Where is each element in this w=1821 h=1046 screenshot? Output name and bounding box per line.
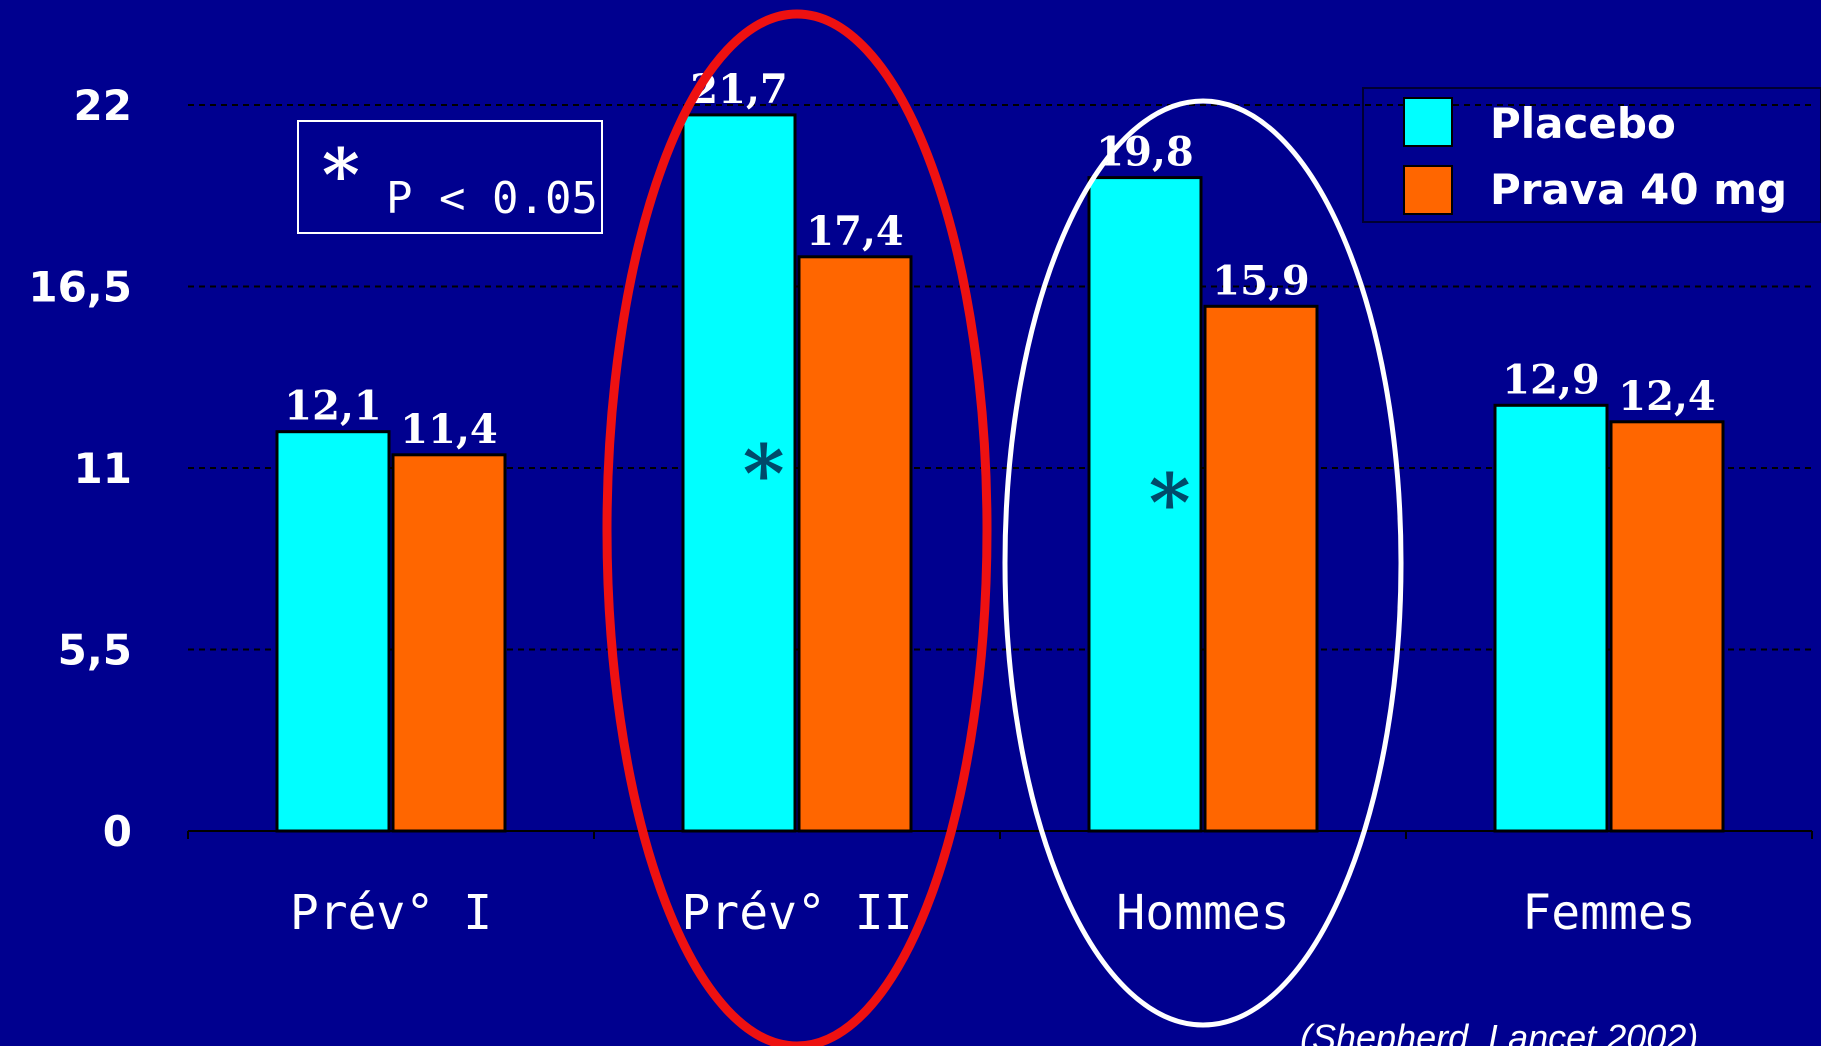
value-label: 12,1 (284, 383, 381, 430)
p-value-star: * (322, 132, 360, 217)
significance-marker: * (1149, 455, 1191, 549)
highlight-ellipses (602, 9, 1404, 1046)
y-tick-label: 0 (103, 807, 132, 856)
category-label: Prév° II (681, 885, 912, 941)
legend: Placebo Prava 40 mg (1362, 87, 1821, 223)
legend-swatch-placebo (1403, 97, 1453, 147)
value-label: 12,4 (1618, 373, 1715, 420)
p-value-note: * P < 0.05 (297, 120, 603, 234)
value-label: 11,4 (400, 406, 497, 453)
value-label: 12,9 (1502, 356, 1599, 403)
y-tick-label: 11 (74, 444, 132, 493)
highlight-ellipse-prev-ii (602, 9, 992, 1046)
axes: 0 5,5 11 16,5 22 Prév° I Prév° II Hommes Femmes (28, 81, 1813, 941)
bars: 12,1 11,421,717,4*19,815,9*12,9 12,4 (275, 66, 1725, 833)
significance-marker: * (743, 427, 785, 521)
highlight-ellipse-hommes (1002, 98, 1404, 1028)
value-label: 15,9 (1212, 257, 1309, 304)
bar-prava-40-mg-prev-ii (797, 255, 913, 833)
bar-prava-40-mg-hommes (1203, 304, 1319, 833)
value-label: 17,4 (806, 208, 903, 255)
category-label: Prév° I (290, 885, 492, 941)
bar-placebo-prev-i (275, 430, 391, 833)
bar-prava-40-mg-femmes (1609, 420, 1725, 833)
y-tick-label: 5,5 (58, 626, 132, 675)
legend-label-prava: Prava 40 mg (1490, 165, 1787, 214)
legend-label-placebo: Placebo (1490, 99, 1676, 148)
category-label: Femmes (1522, 885, 1695, 941)
bar-prava-40-mg-prev-i (391, 453, 507, 833)
y-tick-label: 22 (74, 81, 132, 130)
category-label: Hommes (1116, 885, 1289, 941)
bar-placebo-femmes (1493, 403, 1609, 833)
p-value-box (297, 120, 603, 234)
source-citation: (Shepherd, Lancet 2002) (1300, 1017, 1698, 1046)
legend-box (1362, 87, 1821, 223)
y-tick-label: 16,5 (28, 263, 132, 312)
p-value-text: P < 0.05 (386, 173, 598, 224)
legend-swatch-prava (1403, 165, 1453, 215)
